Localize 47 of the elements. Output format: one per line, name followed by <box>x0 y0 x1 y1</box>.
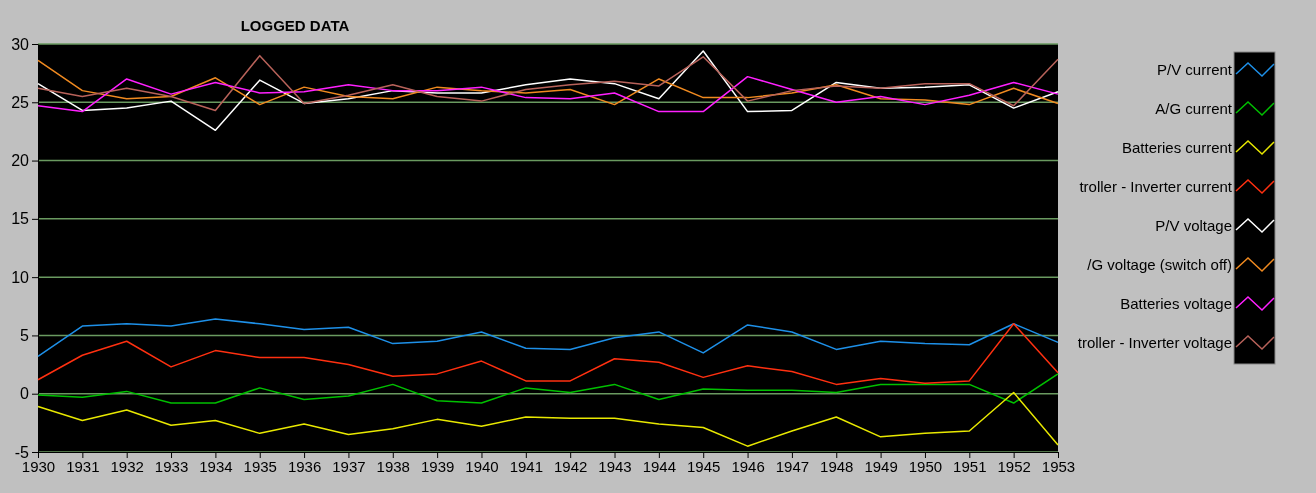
x-tick-label: 1950 <box>908 457 943 475</box>
y-tick-label: 15 <box>11 210 30 228</box>
legend-label: A/G current <box>1155 100 1233 117</box>
line-series <box>37 391 1059 447</box>
line-series <box>37 318 1059 358</box>
x-tick-label: 1935 <box>243 457 277 475</box>
line-series <box>37 323 1059 386</box>
x-tick-label: 1941 <box>509 457 544 475</box>
x-tick-label: 1943 <box>598 457 632 475</box>
x-tick-label: 1944 <box>642 457 677 475</box>
x-tick-label: 1949 <box>864 457 898 475</box>
x-tick-label: 1934 <box>199 457 233 475</box>
x-tick-label: 1940 <box>465 457 499 475</box>
line-series <box>37 59 1059 106</box>
x-tick-label: 1937 <box>332 457 366 475</box>
x-tick-label: 1931 <box>66 457 100 475</box>
y-tick-label: 0 <box>20 385 30 403</box>
y-tick-label: 10 <box>11 268 30 286</box>
x-tick-label: 1946 <box>731 457 765 475</box>
x-tick-label: 1939 <box>420 457 455 475</box>
y-tick-label: 20 <box>11 152 30 170</box>
x-tick-label: 1942 <box>553 457 588 475</box>
chart-title: LOGGED DATA <box>240 17 350 34</box>
x-tick-label: 1938 <box>376 457 410 475</box>
legend-label: P/V current <box>1156 61 1233 78</box>
y-tick-label: 25 <box>11 93 30 111</box>
legend-label: troller - Inverter current <box>1079 178 1233 195</box>
line-series <box>37 50 1059 132</box>
x-tick-label: 1951 <box>953 457 987 475</box>
x-tick-label: 1947 <box>775 457 810 475</box>
x-tick-label: 1952 <box>997 457 1031 475</box>
legend-label: P/V voltage <box>1155 217 1232 234</box>
legend-label: troller - Inverter voltage <box>1077 334 1232 351</box>
x-tick-label: 1933 <box>154 457 189 475</box>
line-series <box>37 373 1059 404</box>
x-tick-label: 1953 <box>1041 457 1076 475</box>
y-tick-label: 30 <box>11 35 30 53</box>
line-series <box>37 54 1059 112</box>
x-tick-label: 1936 <box>287 457 322 475</box>
x-tick-label: 1932 <box>110 457 144 475</box>
line-series <box>37 75 1059 113</box>
legend-label: /G voltage (switch off) <box>1087 256 1232 273</box>
x-tick-label: 1945 <box>687 457 721 475</box>
legend-label: Batteries current <box>1121 139 1233 156</box>
legend-label: Batteries voltage <box>1120 295 1232 312</box>
x-tick-label: 1948 <box>820 457 854 475</box>
y-tick-label: 5 <box>20 327 30 345</box>
